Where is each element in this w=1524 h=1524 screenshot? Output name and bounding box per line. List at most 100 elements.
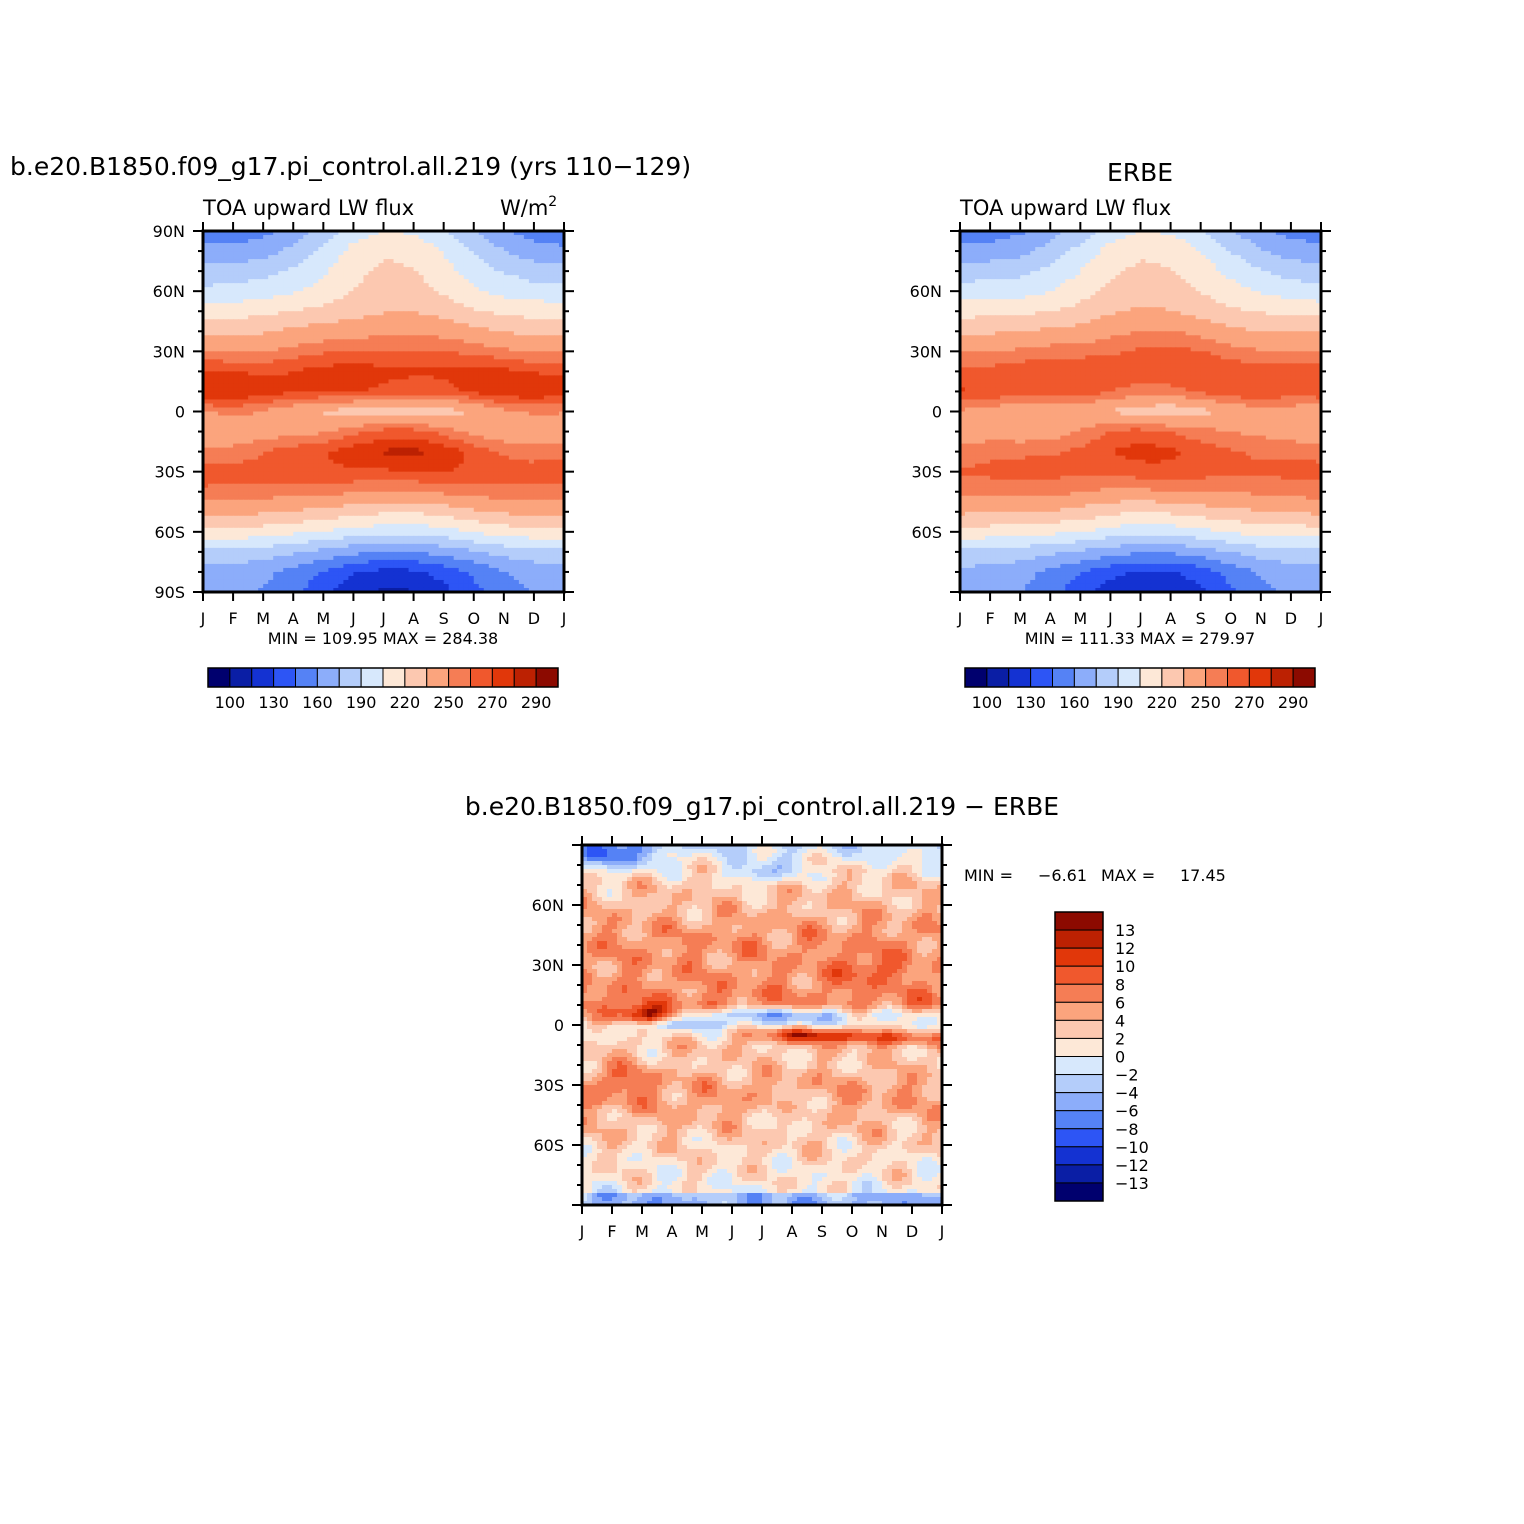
- contour-cell: [333, 471, 339, 477]
- contour-cell: [483, 503, 490, 509]
- contour-cell: [218, 475, 224, 481]
- contour-cell: [268, 423, 274, 429]
- contour-cell: [233, 455, 239, 461]
- contour-cell: [268, 487, 274, 493]
- contour-cell: [263, 287, 269, 292]
- contour-cell: [418, 323, 425, 328]
- contour-cell: [303, 375, 309, 381]
- contour-cell: [343, 319, 349, 324]
- contour-cell: [418, 447, 425, 453]
- contour-cell: [263, 471, 269, 477]
- contour-cell: [333, 263, 339, 268]
- contour-cell: [308, 251, 314, 256]
- contour-cell: [283, 315, 289, 320]
- contour-cell: [368, 331, 375, 336]
- contour-cell: [528, 435, 535, 441]
- contour-cell: [548, 239, 555, 244]
- contour-cell: [523, 451, 530, 457]
- contour-cell: [303, 287, 309, 292]
- contour-cell: [383, 255, 390, 260]
- contour-cell: [238, 387, 244, 393]
- contour-cell: [508, 399, 515, 405]
- contour-cell: [328, 479, 334, 485]
- contour-cell: [333, 395, 339, 401]
- contour-cell: [383, 383, 390, 389]
- contour-cell: [468, 447, 475, 453]
- contour-cell: [233, 363, 239, 368]
- contour-cell: [478, 335, 485, 340]
- contour-cell: [423, 355, 430, 360]
- contour-cell: [543, 275, 550, 280]
- contour-cell: [383, 407, 390, 413]
- contour-cell: [473, 387, 480, 393]
- contour-cell: [248, 399, 254, 405]
- contour-cell: [543, 351, 550, 356]
- contour-cell: [353, 431, 360, 437]
- contour-cell: [423, 291, 430, 296]
- contour-cell: [403, 491, 410, 497]
- contour-cell: [358, 331, 365, 336]
- contour-cell: [238, 319, 244, 324]
- contour-cell: [468, 503, 475, 509]
- contour-cell: [273, 487, 279, 493]
- contour-cell: [523, 435, 530, 441]
- contour-cell: [288, 247, 294, 252]
- contour-cell: [388, 491, 395, 497]
- contour-cell: [558, 443, 565, 449]
- contour-cell: [533, 291, 540, 296]
- contour-cell: [468, 455, 475, 461]
- contour-cell: [473, 351, 480, 356]
- contour-cell: [433, 499, 440, 505]
- contour-cell: [478, 291, 485, 296]
- contour-cell: [528, 423, 535, 429]
- contour-cell: [533, 439, 540, 445]
- contour-cell: [558, 335, 565, 340]
- contour-cell: [338, 307, 344, 312]
- contour-cell: [463, 331, 470, 336]
- contour-cell: [493, 263, 500, 268]
- contour-cell: [228, 427, 234, 433]
- contour-cell: [268, 319, 274, 324]
- contour-cell: [338, 331, 344, 336]
- contour-cell: [443, 387, 450, 393]
- contour-cell: [388, 239, 395, 244]
- contour-cell: [243, 251, 249, 256]
- contour-cell: [343, 435, 349, 441]
- contour-cell: [488, 371, 495, 376]
- contour-cell: [543, 467, 550, 473]
- contour-cell: [518, 463, 525, 469]
- contour-cell: [438, 235, 445, 240]
- contour-cell: [413, 347, 420, 352]
- contour-cell: [238, 331, 244, 336]
- contour-cell: [413, 475, 420, 481]
- contour-cell: [523, 255, 530, 260]
- contour-cell: [318, 339, 324, 344]
- contour-cell: [283, 387, 289, 393]
- contour-cell: [378, 475, 385, 481]
- contour-cell: [268, 507, 274, 513]
- contour-cell: [553, 427, 560, 433]
- contour-cell: [438, 495, 445, 501]
- contour-cell: [248, 443, 254, 449]
- contour-cell: [383, 343, 390, 348]
- contour-cell: [448, 291, 455, 296]
- contour-cell: [423, 263, 430, 268]
- contour-cell: [438, 435, 445, 441]
- contour-cell: [483, 331, 490, 336]
- contour-cell: [363, 279, 370, 284]
- contour-cell: [243, 271, 249, 276]
- contour-cell: [448, 475, 455, 481]
- contour-cell: [288, 307, 294, 312]
- contour-cell: [318, 347, 324, 352]
- contour-cell: [473, 439, 480, 445]
- contour-cell: [538, 479, 545, 485]
- contour-cell: [508, 363, 515, 368]
- contour-cell: [318, 359, 324, 364]
- contour-cell: [498, 283, 505, 288]
- contour-cell: [558, 367, 565, 372]
- contour-cell: [503, 491, 510, 497]
- contour-cell: [208, 507, 214, 513]
- contour-cell: [558, 439, 565, 445]
- contour-cell: [543, 395, 550, 401]
